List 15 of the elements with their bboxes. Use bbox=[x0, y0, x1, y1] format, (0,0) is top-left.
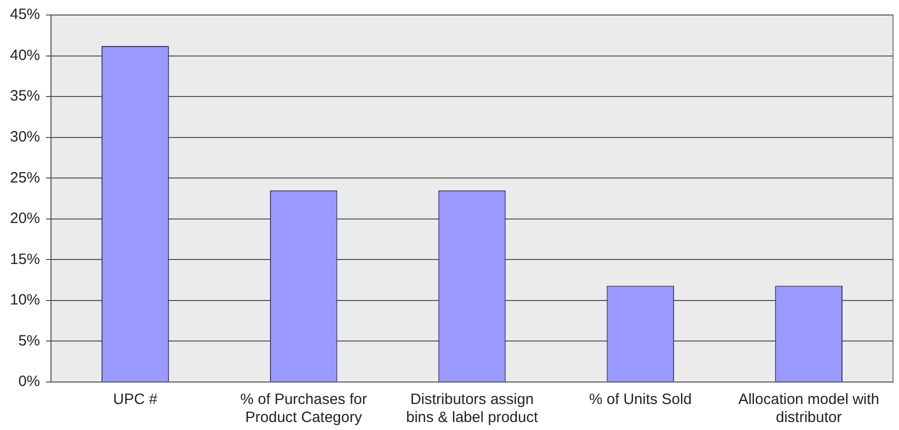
y-tick-label: 25% bbox=[10, 169, 40, 186]
y-tick-label: 5% bbox=[18, 332, 40, 350]
x-tick-label: Distributors assign bins & label product bbox=[406, 391, 539, 426]
x-tick-label: UPC # bbox=[113, 391, 158, 408]
y-tick-label: 20% bbox=[10, 210, 40, 228]
y-tick-label: 35% bbox=[10, 88, 40, 105]
y-tick-label: 15% bbox=[10, 250, 40, 268]
y-tick-label: 45% bbox=[10, 6, 40, 24]
x-tick-label: Allocation model with distributor bbox=[738, 391, 880, 426]
x-tick-label: % of Units Sold bbox=[589, 391, 692, 408]
y-tick-label: 30% bbox=[10, 128, 40, 146]
x-tick-label: % of Purchases for Product Category bbox=[240, 391, 367, 426]
y-tick-label: 0% bbox=[18, 373, 40, 390]
y-tick-label: 40% bbox=[10, 46, 40, 64]
y-tick-label: 10% bbox=[10, 292, 40, 309]
